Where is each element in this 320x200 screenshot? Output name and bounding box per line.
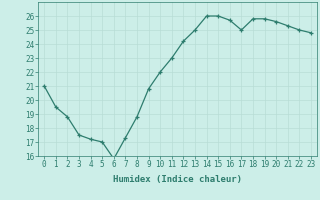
X-axis label: Humidex (Indice chaleur): Humidex (Indice chaleur) (113, 175, 242, 184)
